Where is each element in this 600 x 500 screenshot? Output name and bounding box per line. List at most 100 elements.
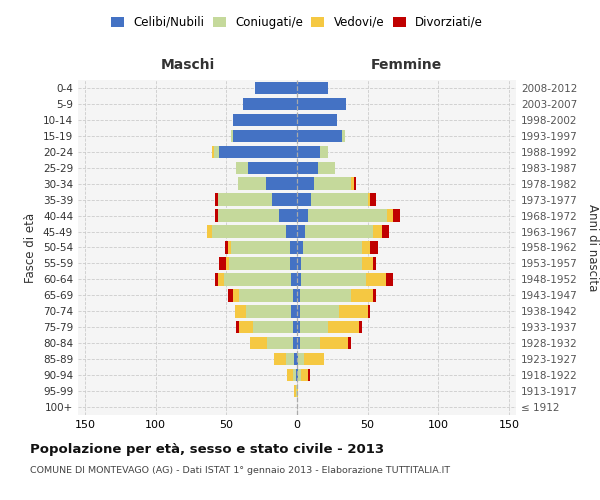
Bar	[219, 257, 226, 270]
Bar	[274, 353, 286, 366]
Bar	[226, 257, 229, 270]
Text: Femmine: Femmine	[371, 58, 442, 72]
Bar	[218, 210, 278, 222]
Bar	[293, 337, 297, 349]
Bar	[297, 114, 337, 126]
Bar	[278, 210, 297, 222]
Bar	[318, 162, 335, 174]
Bar	[290, 242, 297, 254]
Bar	[248, 162, 297, 174]
Bar	[353, 178, 356, 190]
Bar	[297, 194, 311, 206]
Bar	[286, 226, 297, 238]
Bar	[287, 369, 293, 382]
Bar	[233, 130, 297, 142]
Bar	[218, 194, 272, 206]
Bar	[235, 305, 246, 318]
Bar	[300, 289, 350, 302]
Bar	[233, 114, 297, 126]
Bar	[373, 226, 382, 238]
Bar	[328, 321, 359, 334]
Bar	[297, 162, 318, 174]
Bar	[215, 194, 218, 206]
Bar	[297, 305, 300, 318]
Bar	[308, 210, 388, 222]
Bar	[212, 226, 286, 238]
Bar	[297, 337, 300, 349]
Bar	[373, 289, 376, 302]
Bar	[366, 273, 386, 285]
Bar	[229, 257, 290, 270]
Bar	[297, 210, 308, 222]
Bar	[308, 369, 310, 382]
Bar	[314, 178, 350, 190]
Bar	[300, 305, 340, 318]
Bar	[215, 273, 218, 285]
Bar	[301, 273, 366, 285]
Bar	[373, 257, 376, 270]
Bar	[254, 82, 297, 94]
Bar	[236, 162, 248, 174]
Bar	[368, 194, 370, 206]
Bar	[305, 226, 373, 238]
Bar	[219, 146, 297, 158]
Bar	[230, 242, 290, 254]
Bar	[297, 146, 320, 158]
Bar	[293, 369, 296, 382]
Legend: Celibi/Nubili, Coniugati/e, Vedovi/e, Divorziati/e: Celibi/Nubili, Coniugati/e, Vedovi/e, Di…	[109, 14, 485, 31]
Bar	[297, 82, 328, 94]
Bar	[340, 305, 368, 318]
Text: Maschi: Maschi	[160, 58, 215, 72]
Bar	[228, 289, 233, 302]
Bar	[297, 273, 301, 285]
Bar	[294, 385, 296, 398]
Bar	[320, 146, 328, 158]
Bar	[238, 178, 266, 190]
Bar	[301, 257, 362, 270]
Bar	[297, 130, 342, 142]
Bar	[300, 337, 320, 349]
Bar	[215, 210, 218, 222]
Bar	[370, 242, 377, 254]
Bar	[239, 321, 253, 334]
Bar	[297, 289, 300, 302]
Bar	[304, 353, 324, 366]
Bar	[348, 337, 350, 349]
Bar	[342, 130, 345, 142]
Bar	[228, 242, 230, 254]
Bar	[239, 289, 293, 302]
Bar	[290, 257, 297, 270]
Bar	[300, 321, 328, 334]
Y-axis label: Anni di nascita: Anni di nascita	[586, 204, 599, 291]
Bar	[246, 305, 292, 318]
Bar	[293, 321, 297, 334]
Bar	[362, 257, 373, 270]
Bar	[388, 210, 393, 222]
Bar	[297, 369, 298, 382]
Bar	[359, 321, 362, 334]
Bar	[218, 273, 224, 285]
Bar	[244, 98, 297, 110]
Bar	[294, 353, 297, 366]
Bar	[298, 353, 304, 366]
Bar	[302, 242, 362, 254]
Bar	[362, 242, 370, 254]
Bar	[253, 321, 293, 334]
Bar	[350, 178, 353, 190]
Bar	[206, 226, 212, 238]
Bar	[297, 242, 302, 254]
Bar	[296, 385, 297, 398]
Bar	[368, 305, 370, 318]
Bar	[250, 337, 268, 349]
Bar	[370, 194, 376, 206]
Bar	[297, 98, 346, 110]
Bar	[224, 273, 292, 285]
Text: COMUNE DI MONTEVAGO (AG) - Dati ISTAT 1° gennaio 2013 - Elaborazione TUTTITALIA.: COMUNE DI MONTEVAGO (AG) - Dati ISTAT 1°…	[30, 466, 450, 475]
Bar	[286, 353, 294, 366]
Bar	[296, 369, 297, 382]
Bar	[233, 289, 239, 302]
Bar	[297, 257, 301, 270]
Bar	[292, 273, 297, 285]
Bar	[266, 178, 297, 190]
Bar	[393, 210, 400, 222]
